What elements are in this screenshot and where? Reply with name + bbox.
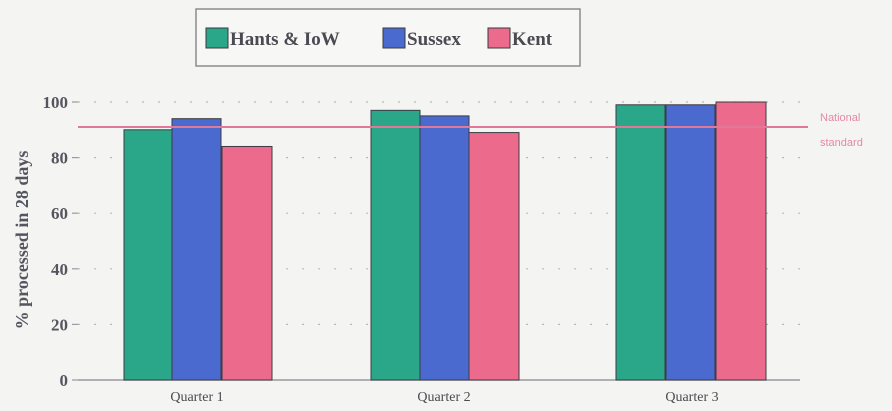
y-tick-label-80: 80 <box>51 149 68 168</box>
bar-sussex-quarter-2 <box>419 115 470 381</box>
y-tick-label-20: 20 <box>51 315 68 334</box>
legend-label-sussex: Sussex <box>407 29 461 50</box>
y-axis-label: % processed in 28 days <box>12 151 32 330</box>
x-category-label-1: Quarter 1 <box>170 390 223 405</box>
legend-swatch-sussex <box>382 27 406 49</box>
bar-kent-quarter-1 <box>221 145 273 381</box>
legend-swatch-hants-iow <box>205 27 229 49</box>
bar-hants-iow-quarter-1 <box>123 129 174 381</box>
y-tick-label-40: 40 <box>51 260 68 279</box>
bar-kent-quarter-3 <box>715 101 767 381</box>
y-axis-ticks: 0 20 40 60 80 100 <box>43 93 78 390</box>
x-category-label-2: Quarter 2 <box>417 390 470 405</box>
legend: Hants & IoW Sussex Kent <box>195 8 581 67</box>
y-tick-label-100: 100 <box>43 93 69 112</box>
x-category-label-3: Quarter 3 <box>665 390 718 405</box>
legend-label-kent: Kent <box>512 29 553 50</box>
y-tick-label-60: 60 <box>51 204 68 223</box>
bar-hants-iow-quarter-2 <box>370 109 421 381</box>
bar-sussex-quarter-1 <box>171 118 222 381</box>
legend-label-hants-iow: Hants & IoW <box>230 29 340 50</box>
national-standard-label-line2: standard <box>820 137 863 149</box>
y-tick-label-0: 0 <box>60 371 69 390</box>
bar-kent-quarter-2 <box>468 132 520 381</box>
x-axis-categories: Quarter 1 Quarter 2 Quarter 3 <box>170 390 718 405</box>
bar-hants-iow-quarter-3 <box>615 104 666 381</box>
bar-sussex-quarter-3 <box>665 104 716 381</box>
national-standard-label-line1: National <box>820 112 860 124</box>
legend-swatch-kent <box>487 27 511 49</box>
bars <box>123 101 767 381</box>
